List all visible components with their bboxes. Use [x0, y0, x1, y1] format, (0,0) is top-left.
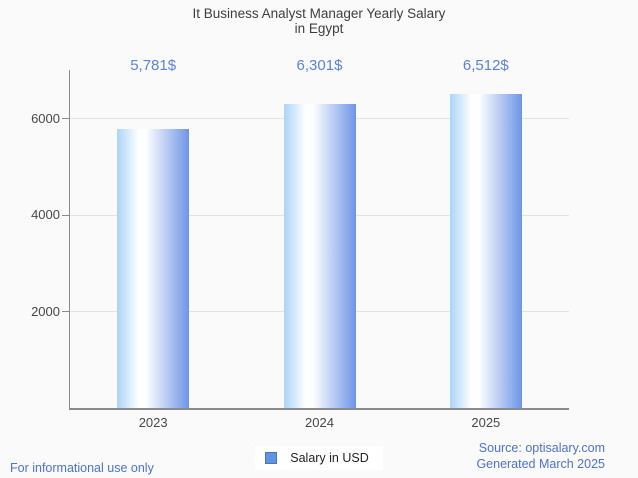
- bar-value-label-2024: 6,301$: [296, 57, 343, 74]
- x-axis-line: [68, 407, 569, 410]
- y-axis-tick-4000: [62, 214, 69, 216]
- x-axis-tick-label-2024: 2024: [305, 415, 334, 430]
- bar-value-label-2025: 6,512$: [462, 57, 509, 74]
- chart-title-line1: It Business Analyst Manager Yearly Salar…: [192, 6, 446, 21]
- x-axis-tick-label-2023: 2023: [138, 415, 168, 430]
- legend-swatch-icon: [265, 452, 278, 464]
- bar-2025: [449, 93, 522, 408]
- legend-label: Salary in USD: [290, 451, 369, 465]
- generated-line: Generated March 2025: [476, 456, 605, 471]
- y-axis-tick-6000: [62, 118, 69, 120]
- source-line: Source: optisalary.com: [478, 441, 605, 455]
- bar-2024: [283, 103, 356, 408]
- chart-title: It Business Analyst Manager Yearly Salar…: [0, 6, 638, 36]
- legend-box: Salary in USD: [255, 446, 383, 470]
- footer-disclaimer: For informational use only: [10, 461, 154, 475]
- y-axis-tick-2000: [62, 311, 69, 313]
- bar-2023: [117, 128, 190, 408]
- bar-value-label-2023: 5,781$: [130, 57, 177, 74]
- y-axis-tick-label-2000: 2000: [31, 303, 60, 319]
- footer-source: Source: optisalary.com Generated March 2…: [476, 441, 605, 472]
- legend: Salary in USD: [0, 446, 638, 470]
- y-axis-tick-label-6000: 6000: [31, 110, 60, 126]
- y-axis-line: [68, 70, 70, 408]
- x-axis-tick-label-2025: 2025: [471, 415, 501, 430]
- y-axis-tick-label-4000: 4000: [31, 207, 60, 223]
- chart-title-line2: in Egypt: [294, 21, 344, 36]
